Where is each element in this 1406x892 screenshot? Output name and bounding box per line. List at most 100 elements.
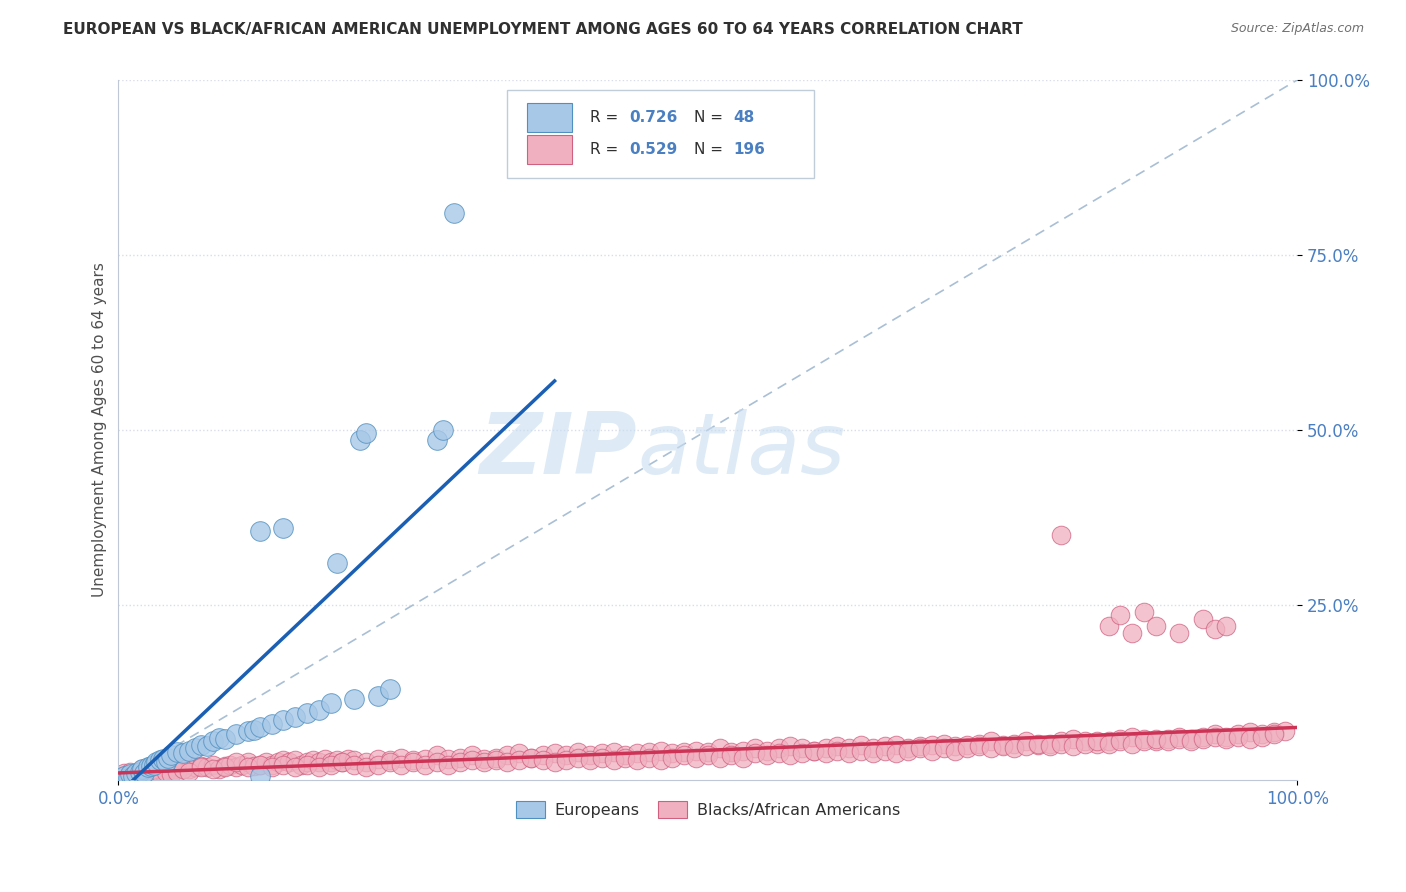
- Point: [1192, 730, 1215, 744]
- Point: [149, 753, 172, 767]
- Point: [579, 753, 602, 767]
- Point: [449, 750, 471, 764]
- Point: [1039, 739, 1062, 754]
- Point: [1204, 623, 1226, 637]
- Point: [472, 756, 495, 770]
- Text: 48: 48: [734, 111, 755, 125]
- Point: [1204, 727, 1226, 741]
- Text: EUROPEAN VS BLACK/AFRICAN AMERICAN UNEMPLOYMENT AMONG AGES 60 TO 64 YEARS CORREL: EUROPEAN VS BLACK/AFRICAN AMERICAN UNEMP…: [63, 22, 1024, 37]
- Point: [520, 750, 543, 764]
- Point: [125, 767, 148, 781]
- Text: R =: R =: [591, 111, 623, 125]
- Point: [273, 753, 295, 767]
- Point: [1085, 737, 1108, 751]
- Point: [1062, 739, 1084, 754]
- Point: [1133, 734, 1156, 748]
- Point: [354, 760, 377, 774]
- Point: [591, 747, 613, 761]
- Point: [886, 738, 908, 752]
- Point: [555, 748, 578, 763]
- Point: [426, 434, 449, 448]
- Point: [543, 756, 565, 770]
- Point: [308, 703, 330, 717]
- Point: [614, 748, 637, 763]
- Point: [266, 756, 288, 770]
- Point: [121, 766, 143, 780]
- Point: [249, 769, 271, 783]
- Point: [520, 750, 543, 764]
- Point: [117, 769, 139, 783]
- Point: [508, 747, 530, 761]
- Point: [260, 760, 283, 774]
- Point: [172, 747, 194, 761]
- Point: [145, 764, 167, 779]
- Point: [195, 739, 218, 754]
- Point: [112, 766, 135, 780]
- Point: [1204, 730, 1226, 744]
- Point: [1192, 612, 1215, 626]
- Point: [1097, 737, 1119, 751]
- Point: [378, 753, 401, 767]
- Point: [897, 743, 920, 757]
- Point: [319, 756, 342, 770]
- Point: [943, 743, 966, 757]
- Point: [1050, 528, 1073, 542]
- Point: [744, 741, 766, 756]
- Point: [1180, 734, 1202, 748]
- Point: [1250, 730, 1272, 744]
- Point: [141, 759, 163, 773]
- Point: [163, 763, 186, 777]
- Point: [389, 757, 412, 772]
- Point: [134, 767, 156, 781]
- Point: [172, 763, 194, 777]
- Text: ZIP: ZIP: [479, 409, 637, 492]
- Point: [921, 743, 943, 757]
- Text: 196: 196: [734, 142, 766, 157]
- Point: [838, 747, 860, 761]
- Point: [214, 759, 236, 773]
- Point: [1263, 727, 1285, 741]
- Point: [768, 747, 790, 761]
- Point: [136, 760, 159, 774]
- Point: [260, 757, 283, 772]
- Point: [449, 756, 471, 770]
- Point: [1121, 737, 1143, 751]
- Point: [343, 692, 366, 706]
- Point: [225, 760, 247, 774]
- Point: [1062, 732, 1084, 747]
- Point: [803, 743, 825, 757]
- Point: [720, 748, 742, 763]
- Point: [155, 760, 177, 774]
- Point: [638, 745, 661, 759]
- Point: [814, 747, 837, 761]
- Point: [354, 426, 377, 441]
- Point: [413, 757, 436, 772]
- Point: [733, 743, 755, 757]
- Point: [567, 750, 589, 764]
- Point: [790, 747, 813, 761]
- Point: [290, 757, 312, 772]
- Point: [650, 743, 672, 757]
- Point: [367, 757, 389, 772]
- Point: [531, 753, 554, 767]
- Point: [1168, 626, 1191, 640]
- Point: [413, 752, 436, 766]
- Point: [190, 759, 212, 773]
- Point: [1109, 608, 1132, 623]
- Point: [755, 748, 778, 763]
- Point: [827, 739, 849, 754]
- Point: [208, 731, 231, 745]
- Point: [295, 757, 318, 772]
- Point: [260, 717, 283, 731]
- Point: [661, 750, 683, 764]
- Point: [1215, 730, 1237, 744]
- Point: [284, 710, 307, 724]
- Point: [1050, 737, 1073, 751]
- Point: [1239, 732, 1261, 747]
- Point: [278, 756, 301, 770]
- Point: [308, 756, 330, 770]
- Point: [1263, 725, 1285, 739]
- Point: [402, 753, 425, 767]
- Point: [591, 750, 613, 764]
- Y-axis label: Unemployment Among Ages 60 to 64 years: Unemployment Among Ages 60 to 64 years: [93, 262, 107, 598]
